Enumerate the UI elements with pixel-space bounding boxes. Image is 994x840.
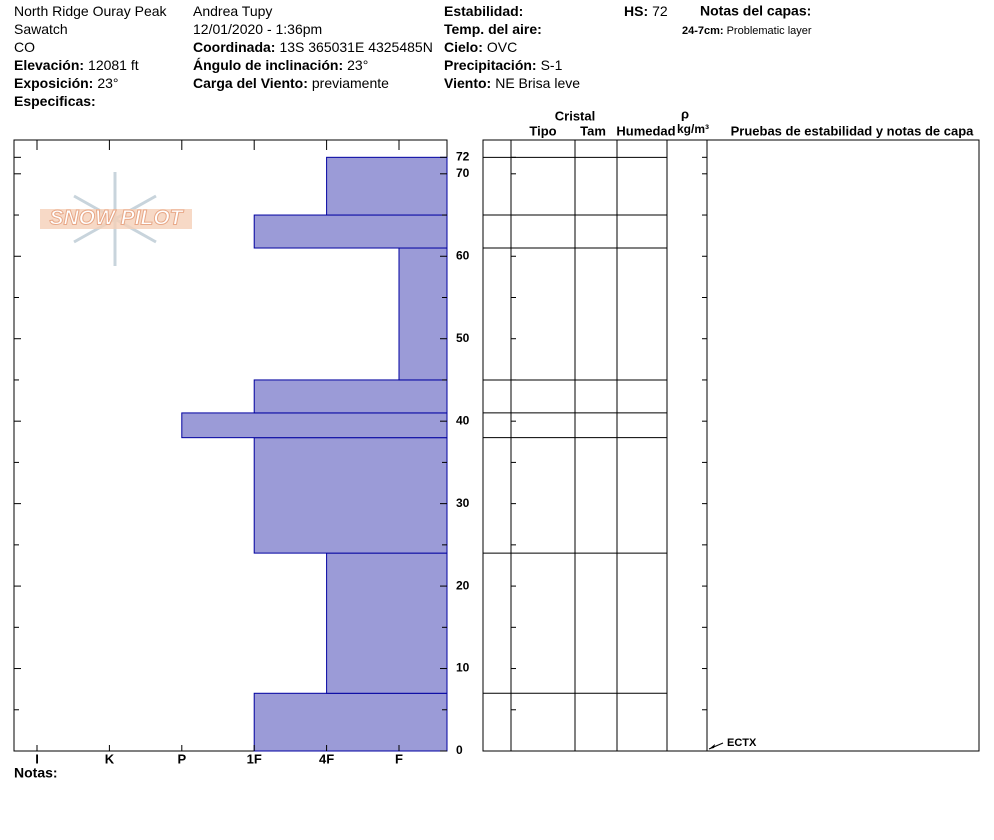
y-tick-label: 30	[456, 496, 470, 510]
y-tick-label: 0	[456, 743, 463, 757]
logo-band	[40, 209, 192, 229]
header-field: Especificas:	[14, 93, 96, 109]
header-field: Temp. del aire:	[444, 21, 542, 37]
header-field: CO	[14, 39, 35, 55]
field-label: Elevación:	[14, 57, 84, 73]
field-label: Estabilidad:	[444, 3, 523, 19]
table-header: Humedad	[616, 123, 675, 138]
layer-bar	[253, 379, 448, 414]
table-header: Tam	[580, 123, 606, 138]
header-field: Precipitación: S-1	[444, 57, 563, 73]
x-tick-label: P	[177, 751, 186, 766]
field-label: Especificas:	[14, 93, 96, 109]
layer-bar	[181, 412, 448, 439]
header-field: Andrea Tupy	[193, 3, 272, 19]
header-field: Ángulo de inclinación: 23°	[193, 57, 368, 73]
header-field: North Ridge Ouray Peak	[14, 3, 168, 19]
field-label: Coordinada:	[193, 39, 275, 55]
header-field: Coordinada: 13S 365031E 4325485N	[193, 39, 433, 55]
y-tick-label: 20	[456, 578, 470, 592]
field-value: NE Brisa leve	[495, 75, 580, 91]
test-arrowhead	[709, 744, 715, 749]
header-field: Sawatch	[14, 21, 68, 37]
field-label: Carga del Viento:	[193, 75, 308, 91]
field-value: S-1	[541, 57, 563, 73]
footer-notes: Notas:	[14, 765, 58, 781]
header-field: Estabilidad:	[444, 3, 523, 19]
x-tick-label: F	[395, 751, 403, 766]
table-header: Tipo	[529, 123, 556, 138]
note: 24-7cm: Problematic layer	[682, 25, 812, 37]
note-label: 24-7cm:	[682, 25, 724, 37]
field-value: 23°	[97, 75, 118, 91]
layer-bar	[326, 156, 448, 216]
layer-bar	[326, 552, 448, 694]
layer-bar	[398, 247, 448, 381]
header-field: Cielo: OVC	[444, 39, 517, 55]
x-tick-label: 4F	[319, 751, 334, 766]
field-value: Sawatch	[14, 21, 68, 37]
field-value: North Ridge Ouray Peak	[14, 3, 168, 19]
field-value: 72	[652, 3, 668, 19]
layer-bar	[253, 692, 448, 752]
y-tick-label: 70	[456, 166, 470, 180]
field-label: Viento:	[444, 75, 491, 91]
field-value: OVC	[487, 39, 517, 55]
x-tick-label: K	[105, 751, 115, 766]
field-label: Precipitación:	[444, 57, 537, 73]
density-unit: kg/m³	[677, 122, 709, 136]
header-field: Carga del Viento: previamente	[193, 75, 389, 91]
field-value: 12/01/2020 - 1:36pm	[193, 21, 322, 37]
notes-title: Notas del capas:	[700, 3, 811, 19]
field-label: Temp. del aire:	[444, 21, 542, 37]
field-label: Exposición:	[14, 75, 93, 91]
field-value: 12081 ft	[88, 57, 139, 73]
note-text: Problematic layer	[727, 25, 812, 37]
table-frame	[482, 139, 980, 752]
x-tick-label: I	[35, 751, 39, 766]
test-label: ECTX	[727, 737, 757, 749]
field-label: Cielo:	[444, 39, 483, 55]
field-label: HS:	[624, 3, 648, 19]
table-group: Cristal	[555, 108, 595, 123]
header-field: Elevación: 12081 ft	[14, 57, 139, 73]
field-value: CO	[14, 39, 35, 55]
layer-bar	[253, 214, 448, 249]
header-field: Exposición: 23°	[14, 75, 119, 91]
field-value: Andrea Tupy	[193, 3, 272, 19]
header-field: 12/01/2020 - 1:36pm	[193, 21, 322, 37]
logo: SNOW PILOT	[50, 207, 185, 230]
field-value: previamente	[312, 75, 389, 91]
field-value: 23°	[347, 57, 368, 73]
x-tick-label: 1F	[247, 751, 262, 766]
y-tick-label: 50	[456, 331, 470, 345]
y-tick-label: 40	[456, 413, 470, 427]
field-label: Ángulo de inclinación:	[193, 57, 343, 73]
header-field: HS: 72	[624, 3, 668, 19]
y-tick-label: 60	[456, 248, 470, 262]
field-value: 13S 365031E 4325485N	[279, 39, 432, 55]
layer-bar	[253, 437, 448, 554]
y-tick-label: 72	[456, 149, 470, 163]
tests-title: Pruebas de estabilidad y notas de capa	[731, 123, 975, 138]
density-symbol: ρ	[681, 106, 689, 121]
header-field: Viento: NE Brisa leve	[444, 75, 580, 91]
y-tick-label: 10	[456, 661, 470, 675]
